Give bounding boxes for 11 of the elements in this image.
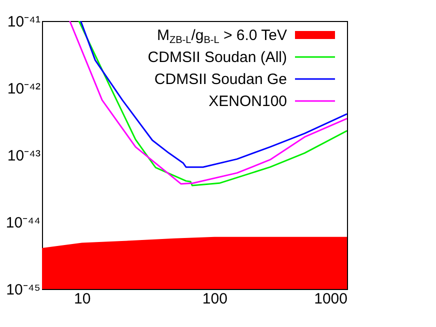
legend-label: CDMSII Soudan Ge [154,71,287,88]
legend-label: CDMSII Soudan (All) [148,49,287,66]
x-tick-label: 1000 [314,290,348,308]
x-tick-label: 10 [74,290,91,308]
y-tick-label: 10⁻⁴³ [7,148,41,164]
x-tick-label: 100 [202,290,228,308]
y-tick-label: 10⁻⁴² [7,80,41,98]
y-tick-label: 10⁻⁴⁴ [6,214,40,232]
legend-label: XENON100 [208,93,288,110]
y-tick-label: 10⁻⁴⁵ [6,282,40,298]
y-tick-label: 10⁻⁴¹ [7,14,41,30]
